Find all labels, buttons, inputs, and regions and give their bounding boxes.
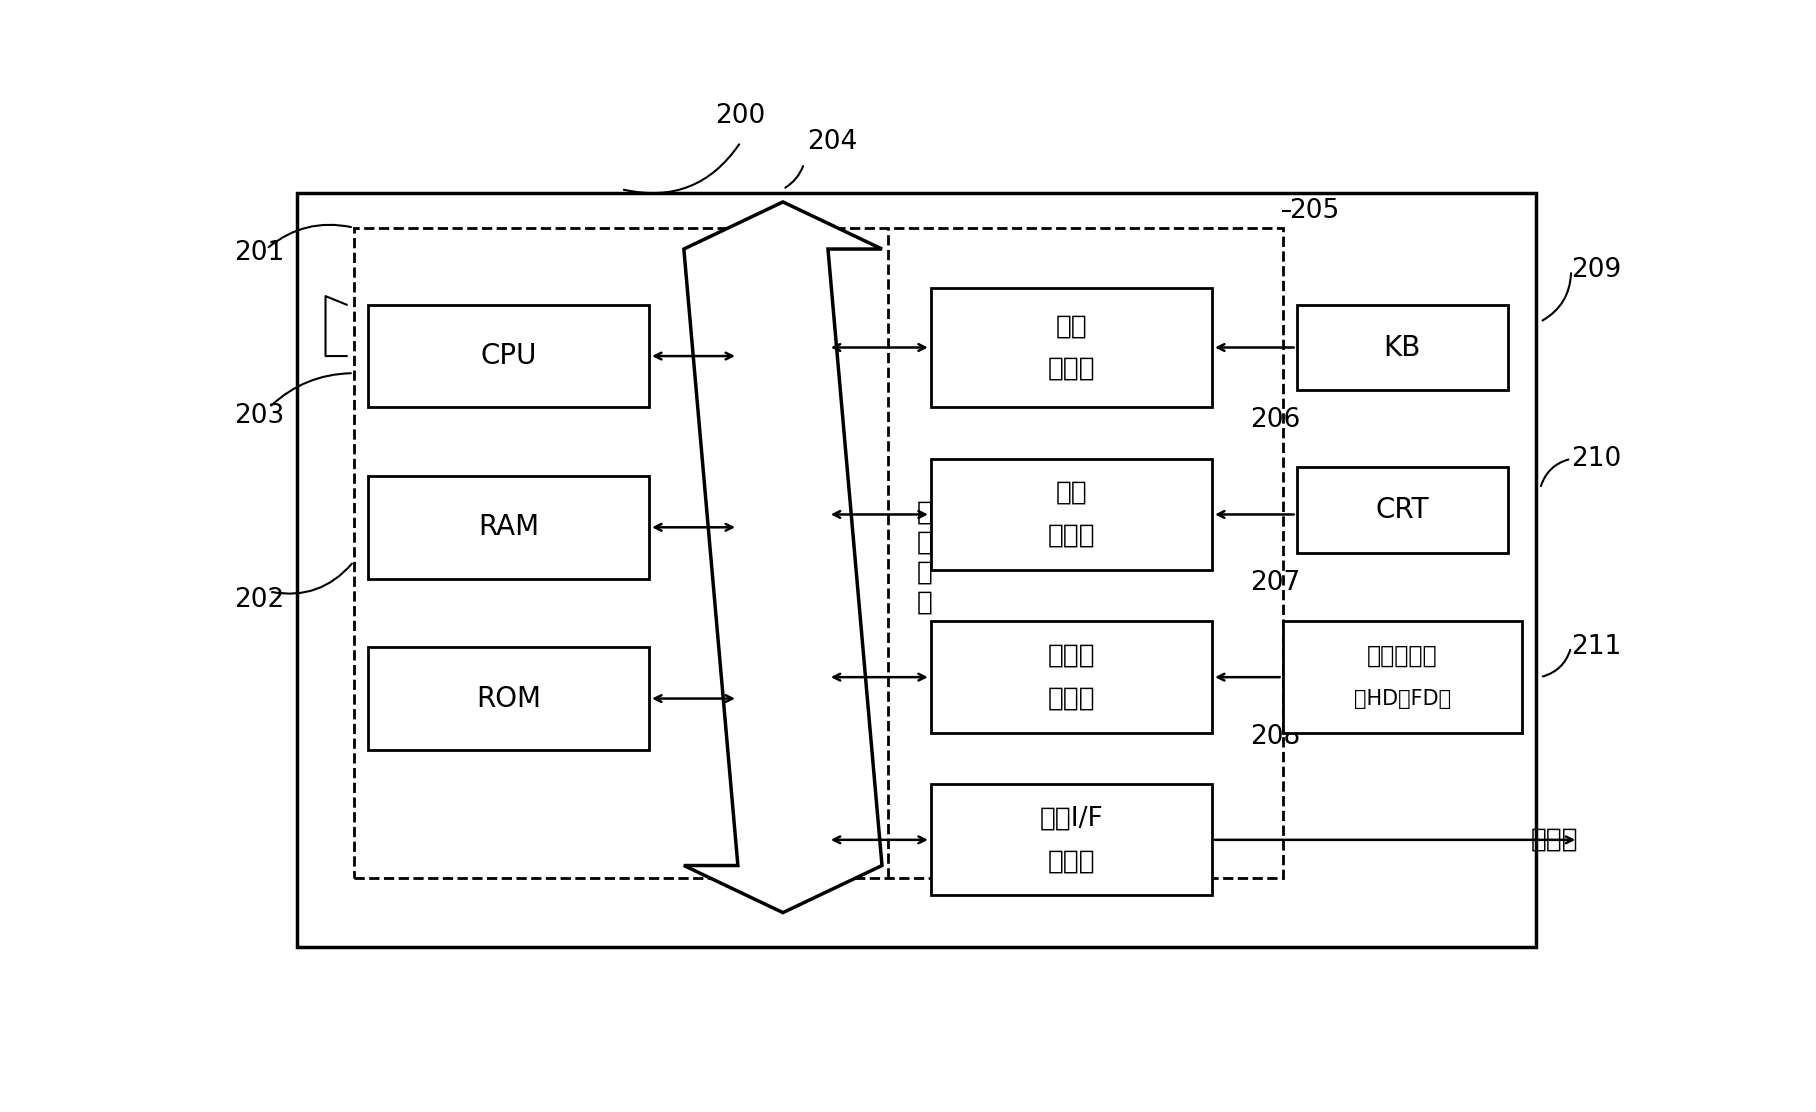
Text: （HD、FD）: （HD、FD） <box>1353 688 1451 708</box>
Text: 控制器: 控制器 <box>1048 848 1095 874</box>
Bar <box>1297 467 1507 553</box>
Text: 209: 209 <box>1571 258 1622 284</box>
Bar <box>367 647 650 749</box>
Bar <box>932 288 1213 407</box>
Bar <box>367 305 650 407</box>
Text: 视频: 视频 <box>1055 480 1088 506</box>
Bar <box>932 622 1213 733</box>
Text: CPU: CPU <box>479 342 538 370</box>
Text: ROM: ROM <box>476 685 541 713</box>
Text: 控制器: 控制器 <box>1048 686 1095 712</box>
Text: RAM: RAM <box>478 514 539 542</box>
Text: 204: 204 <box>806 129 857 155</box>
Text: 外部存储器: 外部存储器 <box>1367 644 1438 667</box>
Text: 202: 202 <box>234 587 285 613</box>
Bar <box>932 784 1213 895</box>
Text: 输入: 输入 <box>1055 314 1088 339</box>
Text: 203: 203 <box>234 403 285 429</box>
Bar <box>1282 622 1522 733</box>
Bar <box>932 459 1213 570</box>
Text: 200: 200 <box>716 103 766 129</box>
Text: 208: 208 <box>1249 724 1300 751</box>
Text: 系
统
总
线: 系 统 总 线 <box>917 499 933 615</box>
Text: CRT: CRT <box>1375 496 1429 524</box>
Bar <box>298 193 1536 946</box>
Text: 存储器: 存储器 <box>1048 643 1095 668</box>
Bar <box>367 476 650 578</box>
Bar <box>354 228 1282 878</box>
Text: KB: KB <box>1384 334 1420 361</box>
Text: 控制器: 控制器 <box>1048 356 1095 381</box>
Text: 到网络: 到网络 <box>1531 827 1578 853</box>
Text: 207: 207 <box>1249 570 1300 596</box>
Polygon shape <box>685 202 883 913</box>
Text: 205: 205 <box>1289 198 1340 224</box>
Text: 201: 201 <box>234 240 285 266</box>
Text: 通信I/F: 通信I/F <box>1039 805 1104 832</box>
Bar <box>1297 305 1507 390</box>
Text: 206: 206 <box>1249 407 1300 434</box>
Text: 211: 211 <box>1571 634 1622 661</box>
Text: 控制器: 控制器 <box>1048 523 1095 549</box>
Text: 210: 210 <box>1571 446 1622 471</box>
